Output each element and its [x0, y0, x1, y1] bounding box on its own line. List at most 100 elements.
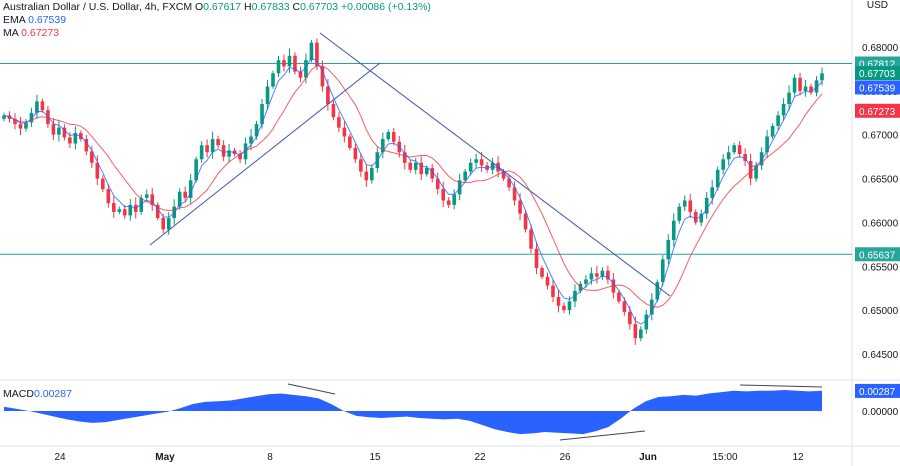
- candle-body: [644, 314, 649, 330]
- candles-group: [2, 38, 824, 345]
- candle-body: [90, 151, 94, 163]
- candle-body: [699, 213, 704, 223]
- macd-value: 0.00287: [34, 388, 72, 400]
- candle-body: [199, 145, 204, 160]
- x-tick-label: 15: [369, 452, 381, 463]
- price-label-box: [855, 66, 900, 81]
- candle-body: [682, 200, 687, 207]
- ma-legend[interactable]: MA 0.67273: [3, 27, 59, 40]
- candle-body: [304, 60, 308, 78]
- candle-body: [754, 165, 758, 179]
- candle-body: [155, 204, 160, 219]
- candle-body: [73, 132, 78, 144]
- candle-body: [35, 101, 39, 113]
- candle-body: [309, 42, 314, 61]
- candle-body: [765, 136, 769, 153]
- macd-label: MACD: [3, 388, 34, 400]
- candle-body: [540, 268, 544, 277]
- candle-body: [298, 71, 303, 78]
- candle-body: [814, 80, 819, 93]
- x-tick-label: 26: [559, 452, 571, 463]
- y-tick-label: 0.68000: [862, 43, 899, 54]
- candle-body: [584, 279, 588, 284]
- candle-body: [51, 124, 56, 135]
- price-label: 0.67539: [859, 83, 896, 94]
- open-label: O: [194, 1, 204, 13]
- x-tick-label: 12: [792, 452, 804, 463]
- candle-body: [628, 311, 632, 325]
- candle-body: [205, 145, 209, 153]
- ma-value: 0.67273: [21, 27, 60, 39]
- candle-body: [13, 118, 17, 125]
- x-tick-label: May: [155, 452, 175, 463]
- candle-body: [260, 104, 264, 125]
- close-value: 0.67703: [300, 1, 339, 13]
- candle-body: [787, 92, 791, 105]
- candle-body: [820, 73, 824, 81]
- candle-body: [776, 115, 780, 126]
- candle-body: [721, 159, 725, 170]
- ema-value: 0.67539: [28, 14, 67, 26]
- candle-body: [617, 292, 621, 302]
- candle-body: [117, 209, 122, 212]
- candle-body: [715, 169, 720, 188]
- candle-body: [364, 171, 369, 181]
- candle-body: [243, 143, 248, 160]
- candle-body: [166, 218, 171, 230]
- candle-body: [40, 101, 45, 111]
- x-tick-label: Jun: [639, 452, 657, 463]
- candle-body: [221, 145, 226, 157]
- y-tick-label: 0.67000: [862, 131, 899, 142]
- macd-value-label: 0.00287: [859, 387, 896, 398]
- candle-body: [424, 168, 429, 175]
- ema-line: [3, 56, 823, 325]
- candle-body: [479, 159, 484, 166]
- change-value: +0.00086 (+0.13%): [341, 1, 431, 13]
- candle-body: [68, 137, 72, 144]
- candle-body: [446, 200, 451, 205]
- candle-body: [430, 168, 435, 179]
- candle-body: [106, 189, 111, 204]
- candle-body: [194, 159, 198, 181]
- x-tick-label: 24: [54, 452, 66, 463]
- candle-body: [282, 60, 286, 67]
- high-value: 0.67833: [251, 1, 290, 13]
- candle-body: [529, 229, 533, 249]
- candle-body: [57, 127, 61, 135]
- macd-value-box: [855, 383, 900, 398]
- price-label: 0.67812: [859, 59, 896, 70]
- close-label: C: [292, 1, 301, 13]
- price-label-box: [855, 247, 900, 262]
- currency-label: USD: [866, 0, 888, 11]
- x-tick-label: 15:00: [712, 452, 737, 463]
- candle-body: [633, 324, 638, 339]
- candle-body: [463, 171, 467, 181]
- candle-body: [161, 218, 166, 230]
- candle-body: [622, 301, 627, 312]
- ema-legend[interactable]: EMA 0.67539: [3, 14, 66, 27]
- candle-body: [122, 209, 127, 216]
- candle-body: [408, 162, 413, 170]
- x-tick-label: 22: [474, 452, 486, 463]
- macd-divergence-line: [287, 383, 336, 395]
- candle-body: [507, 178, 511, 188]
- candle-body: [24, 122, 28, 129]
- candle-body: [293, 55, 297, 72]
- candle-body: [111, 203, 116, 212]
- candle-body: [606, 270, 610, 280]
- macd-zero-label: 0.00000: [862, 407, 899, 418]
- candle-body: [474, 159, 478, 163]
- candle-body: [468, 162, 473, 172]
- candle-body: [276, 60, 281, 74]
- candle-body: [545, 276, 550, 286]
- candle-body: [512, 187, 517, 201]
- macd-area: [4, 390, 822, 435]
- candle-body: [743, 154, 747, 162]
- candle-body: [441, 189, 445, 201]
- y-tick-label: 0.64500: [862, 350, 899, 361]
- y-tick-label: 0.66000: [862, 218, 899, 229]
- candle-body: [402, 152, 407, 163]
- candle-body: [650, 299, 654, 315]
- price-label: 0.67273: [859, 107, 896, 118]
